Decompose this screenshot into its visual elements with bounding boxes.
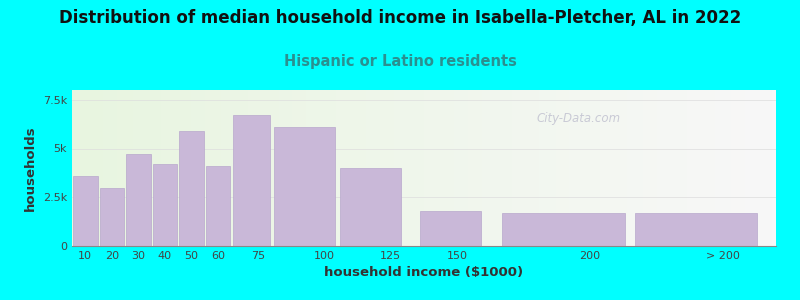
Bar <box>502 213 625 246</box>
Bar <box>206 166 230 246</box>
Text: Distribution of median household income in Isabella-Pletcher, AL in 2022: Distribution of median household income … <box>59 9 741 27</box>
Bar <box>233 115 270 246</box>
X-axis label: household income ($1000): household income ($1000) <box>325 266 523 279</box>
Text: City-Data.com: City-Data.com <box>537 112 621 124</box>
Y-axis label: households: households <box>24 125 38 211</box>
Text: Hispanic or Latino residents: Hispanic or Latino residents <box>283 54 517 69</box>
Bar <box>126 154 150 246</box>
Bar <box>179 131 204 246</box>
Bar <box>100 188 124 246</box>
Bar <box>340 168 402 246</box>
Bar <box>274 127 335 246</box>
Bar <box>420 211 481 246</box>
Bar <box>635 213 758 246</box>
Bar <box>73 176 98 246</box>
Bar <box>153 164 178 246</box>
